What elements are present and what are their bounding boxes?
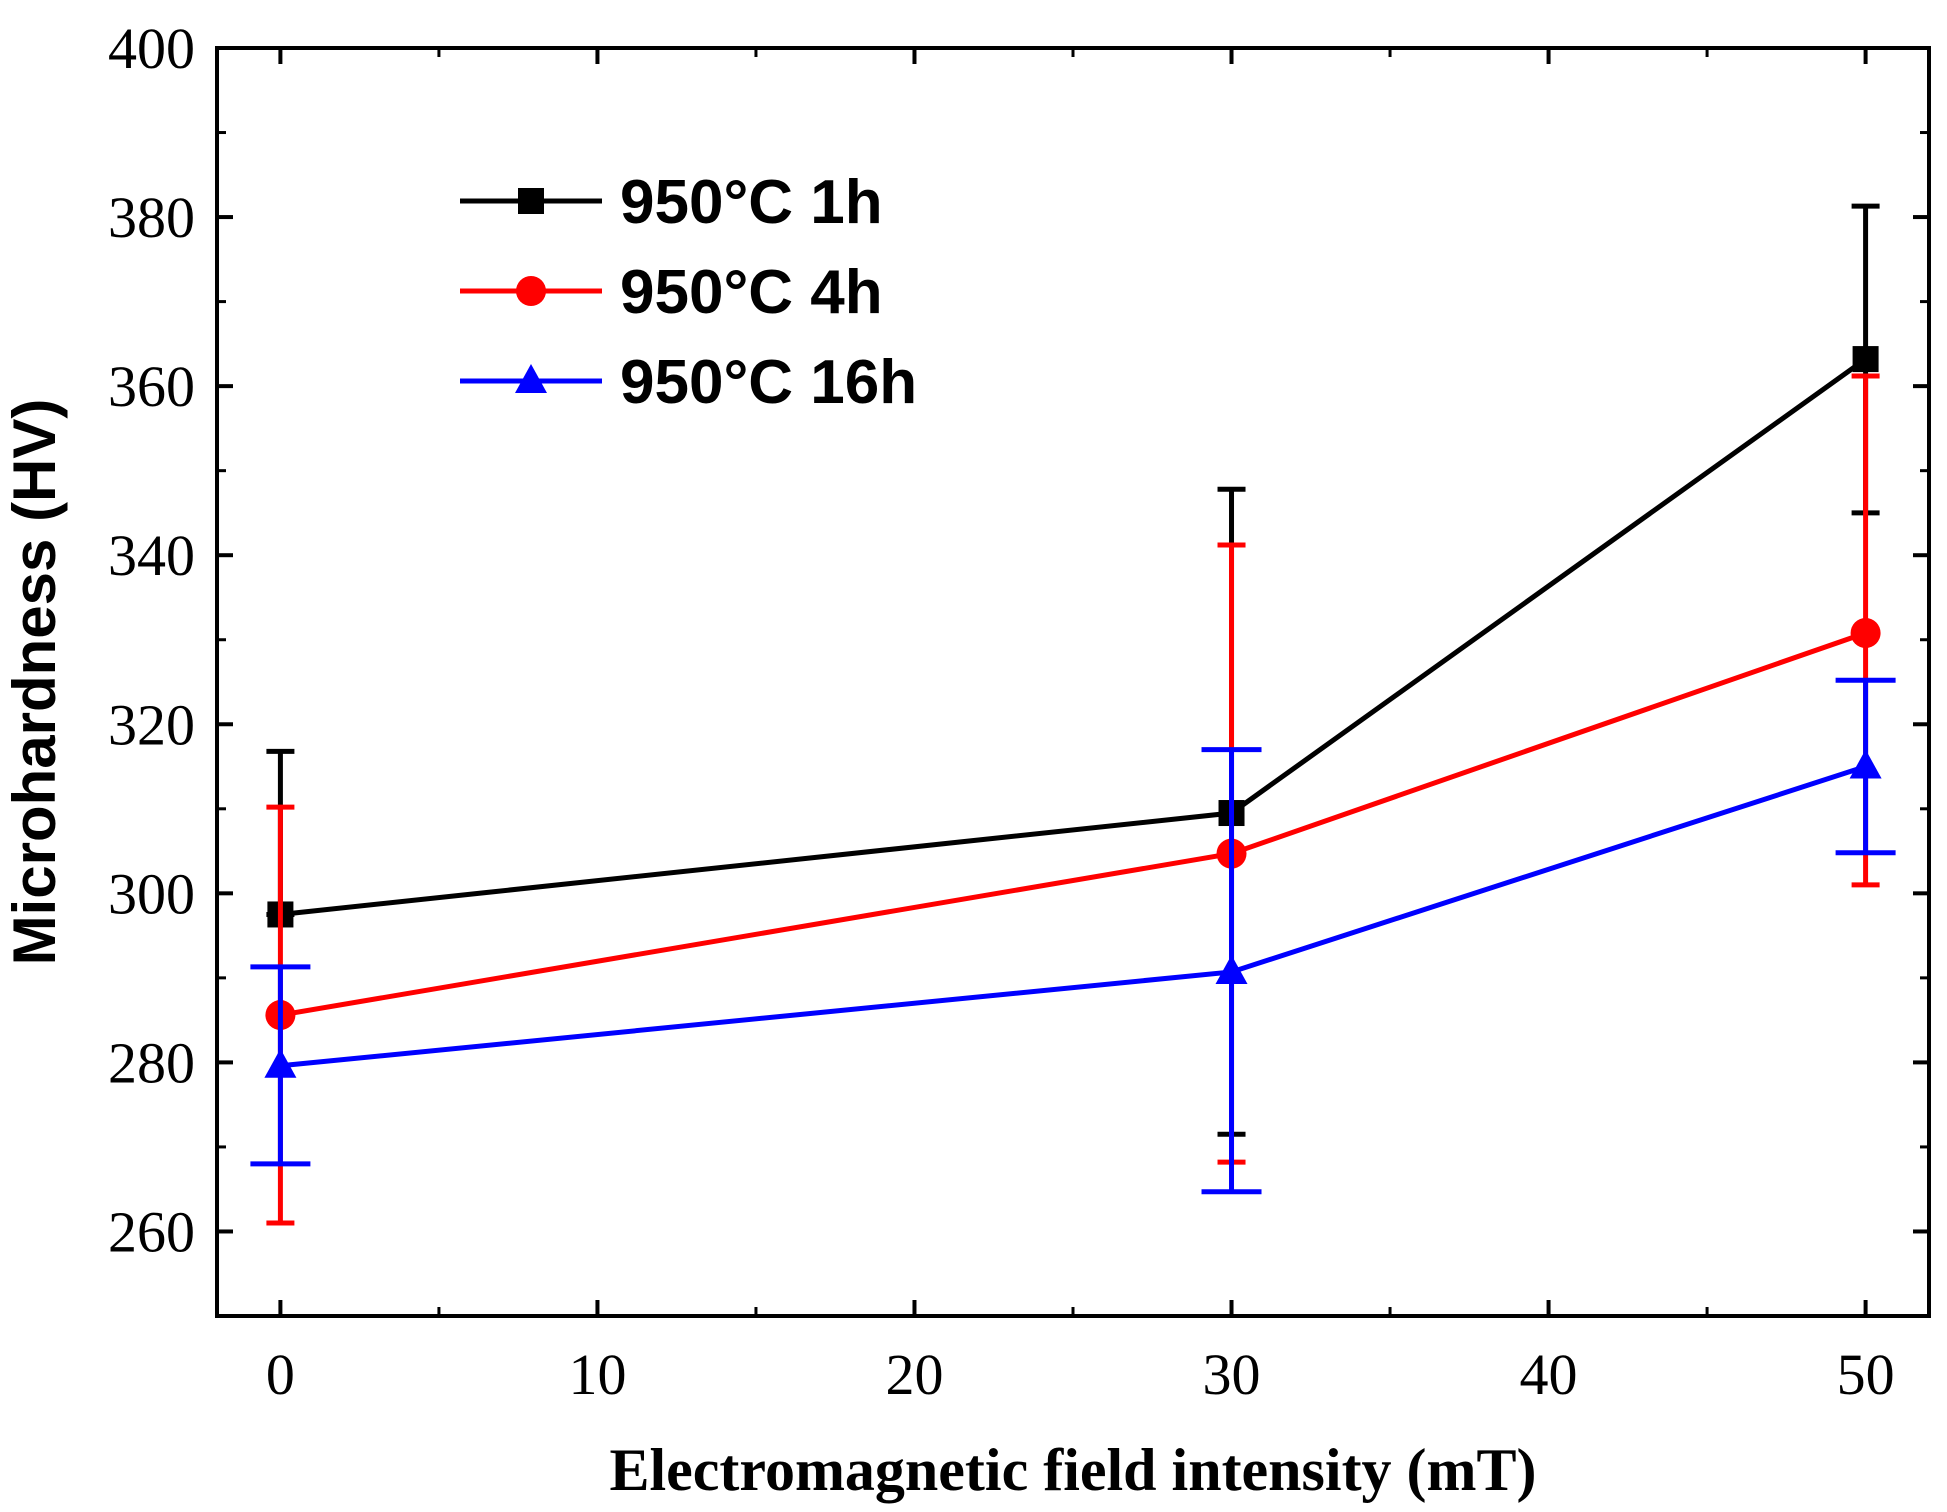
- data-point: [1849, 749, 1882, 779]
- legend-label: 950°C 1h: [620, 168, 883, 237]
- y-axis-title: Microhardness (HV): [1, 399, 68, 966]
- plot-frame: [215, 46, 1931, 1318]
- legend-entry-3: 950°C 16h: [460, 348, 917, 417]
- data-point: [1215, 954, 1248, 984]
- y-tick-label: 300: [108, 861, 195, 926]
- series-2: [265, 373, 1881, 1226]
- x-axis: 0 10 20 30 40 50: [266, 48, 1895, 1407]
- legend-entry-2: 950°C 4h: [460, 258, 883, 327]
- x-tick-label: 10: [568, 1342, 626, 1407]
- y-tick-label: 320: [108, 692, 195, 757]
- series-line: [280, 764, 1867, 1069]
- y-tick-label: 260: [108, 1199, 195, 1264]
- x-axis-title: Electromagnetic field intensity (mT): [609, 1437, 1536, 1503]
- legend-marker: [516, 276, 546, 306]
- series-1: [266, 203, 1880, 1137]
- data-point: [1852, 346, 1879, 373]
- series-line: [279, 630, 1867, 1018]
- series-line: [280, 357, 1868, 917]
- legend: 950°C 1h 950°C 4h 950°C 16h: [460, 168, 917, 417]
- y-axis: 260 280 300 320 340 360 380 400: [108, 16, 1929, 1264]
- y-tick-label: 400: [108, 16, 195, 81]
- x-tick-label: 30: [1203, 1342, 1261, 1407]
- x-tick-label: 50: [1837, 1342, 1895, 1407]
- y-tick-label: 280: [108, 1030, 195, 1095]
- legend-label: 950°C 4h: [620, 258, 883, 327]
- data-point: [264, 1048, 297, 1078]
- x-tick-label: 40: [1520, 1342, 1578, 1407]
- legend-marker: [515, 364, 547, 393]
- series-3: [250, 677, 1896, 1195]
- x-tick-label: 20: [885, 1342, 943, 1407]
- y-tick-label: 360: [108, 354, 195, 419]
- legend-label: 950°C 16h: [620, 348, 917, 417]
- x-tick-label: 0: [266, 1342, 295, 1407]
- y-tick-label: 380: [108, 185, 195, 250]
- y-tick-label: 340: [108, 523, 195, 588]
- legend-entry-1: 950°C 1h: [460, 168, 883, 237]
- legend-marker: [518, 188, 544, 214]
- data-point: [1850, 617, 1881, 648]
- series-layer: [250, 203, 1896, 1226]
